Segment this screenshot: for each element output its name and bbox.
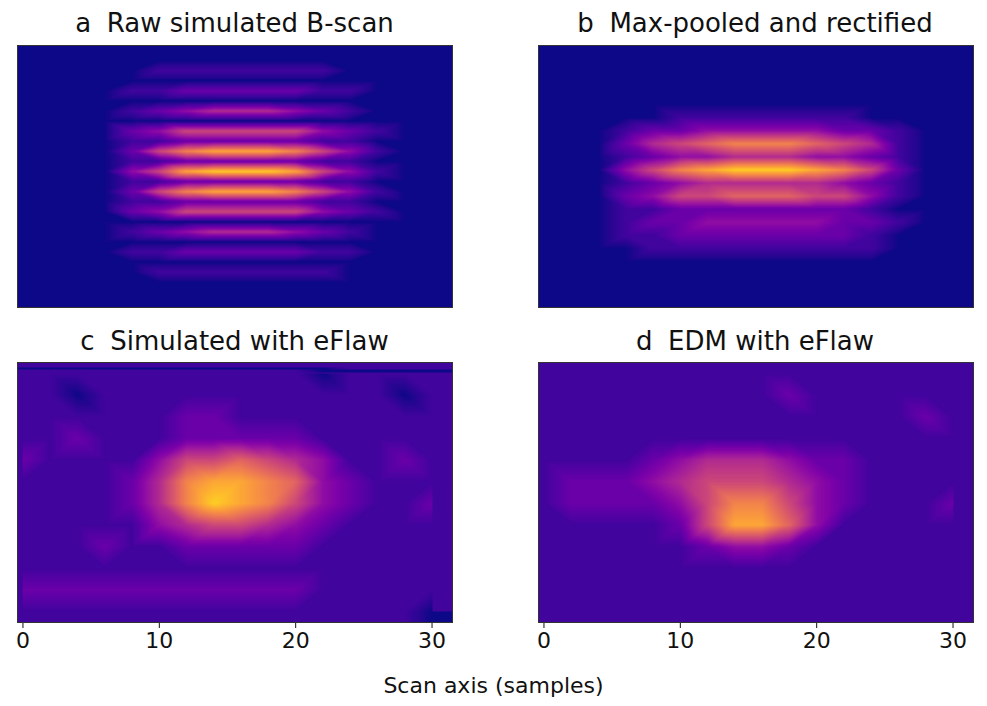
svg-text:30: 30 [418, 628, 446, 653]
svg-text:20: 20 [282, 628, 310, 653]
html-text:a: a [75, 8, 92, 38]
html-text:Raw simulated B-scan: Raw simulated B-scan [106, 8, 394, 38]
html-text:c: c [80, 326, 95, 356]
html-text:Scan axis (samples): Scan axis (samples) [383, 673, 604, 698]
html-text:EDM with eFlaw: EDM with eFlaw [668, 326, 874, 356]
html-text:d: d [636, 326, 653, 356]
svg-text:10: 10 [145, 628, 173, 653]
svg-text:0: 0 [16, 628, 30, 653]
html-text:Simulated with eFlaw: Simulated with eFlaw [110, 326, 389, 356]
svg-text:30: 30 [939, 628, 967, 653]
html-text:Max-pooled and rectified: Max-pooled and rectified [609, 8, 933, 38]
html-text:b: b [577, 8, 594, 38]
svg-text:0: 0 [537, 628, 551, 653]
svg-text:10: 10 [666, 628, 694, 653]
svg-text:20: 20 [803, 628, 831, 653]
